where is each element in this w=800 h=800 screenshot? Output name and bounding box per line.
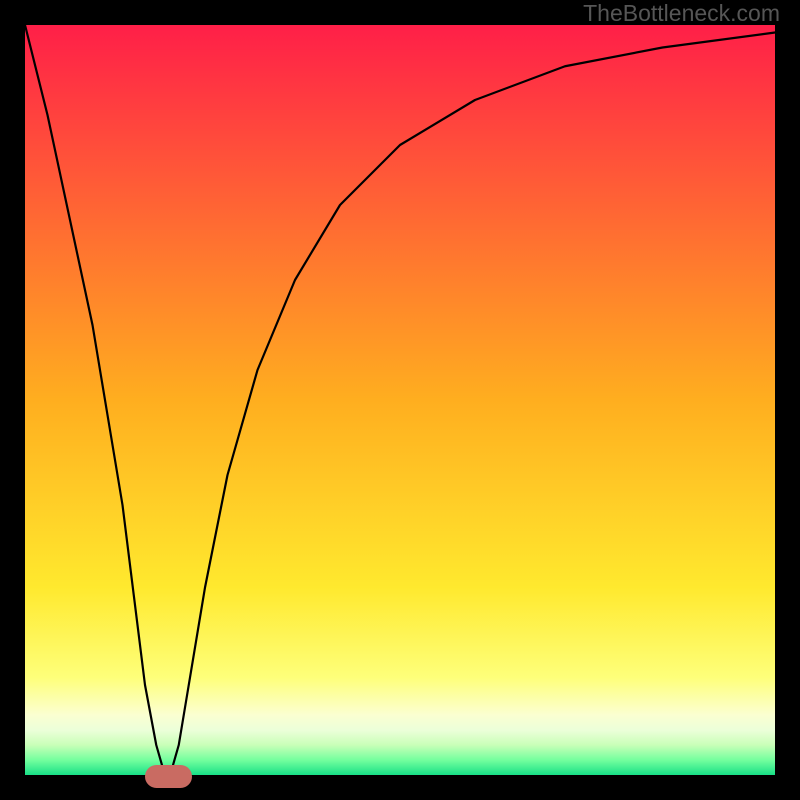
watermark-text: TheBottleneck.com <box>583 0 780 27</box>
curve-line <box>25 25 775 771</box>
chart-container: TheBottleneck.com <box>0 0 800 800</box>
minimum-marker <box>145 765 192 788</box>
curve-layer <box>0 0 800 800</box>
